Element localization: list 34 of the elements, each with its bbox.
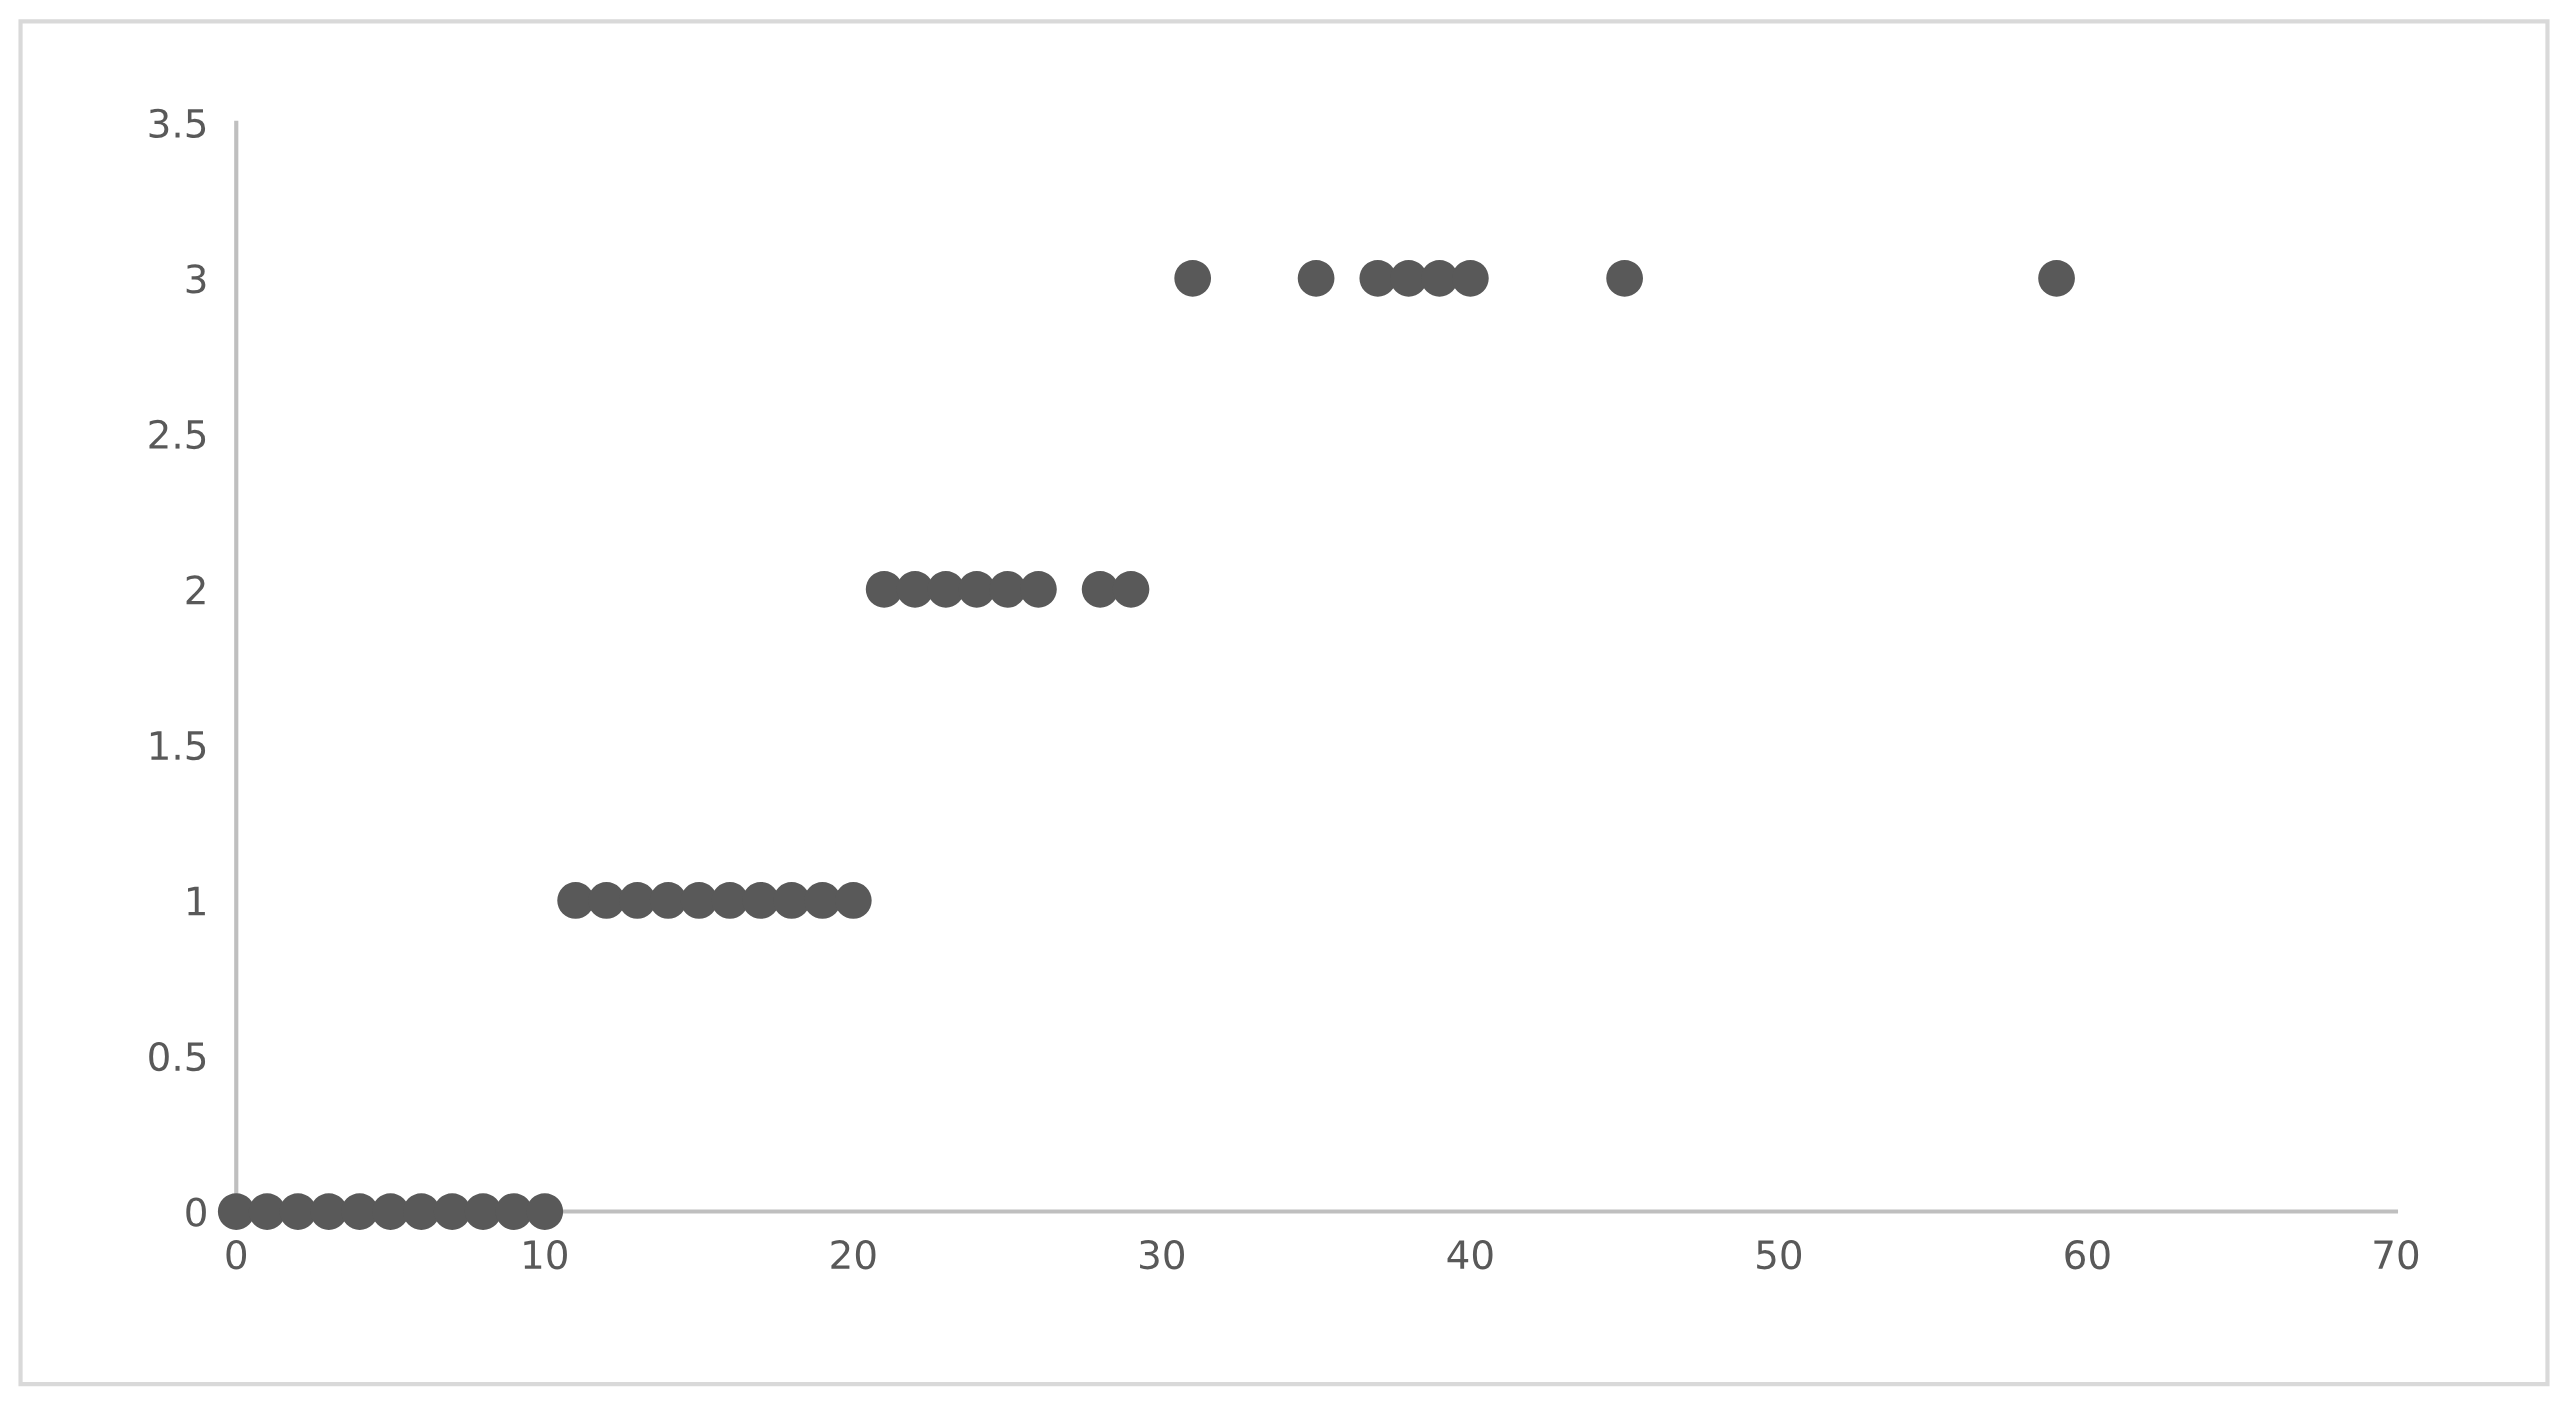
point — [865, 570, 903, 608]
point — [1174, 259, 1212, 297]
point — [403, 1193, 440, 1230]
point — [1020, 570, 1057, 608]
y-tick-label: 3 — [186, 264, 206, 294]
x-tick-label: 50 — [1757, 1239, 1802, 1270]
x-tick-label: 30 — [1140, 1239, 1184, 1270]
point — [773, 882, 810, 919]
y-tick-label: 0.5 — [149, 1041, 206, 1072]
point — [433, 1193, 471, 1230]
point — [1421, 259, 1458, 297]
y-tick-label: 1 — [188, 886, 205, 916]
x-tick-label: 0 — [226, 1239, 247, 1270]
y-tick-label: 2.5 — [149, 419, 206, 450]
point — [217, 1193, 255, 1230]
point — [372, 1193, 409, 1230]
point — [989, 570, 1026, 608]
point — [649, 882, 687, 919]
point — [588, 882, 625, 919]
x-tick-label: 10 — [524, 1239, 567, 1270]
point — [526, 1193, 564, 1230]
y-tick-label: 1.5 — [150, 731, 206, 761]
x-tick-label: 70 — [2374, 1239, 2419, 1270]
y-tick-label: 3.5 — [149, 108, 206, 139]
point — [1606, 259, 1643, 297]
point — [2038, 259, 2075, 297]
point — [1112, 570, 1150, 608]
x-tick-label: 40 — [1447, 1239, 1493, 1270]
x-tick-label: 60 — [2065, 1239, 2110, 1270]
y-tick-label: 0 — [186, 1197, 206, 1227]
point — [1297, 259, 1335, 297]
point — [804, 882, 841, 919]
y-tick-label: 2 — [186, 575, 205, 605]
x-tick-label: 20 — [831, 1239, 876, 1270]
